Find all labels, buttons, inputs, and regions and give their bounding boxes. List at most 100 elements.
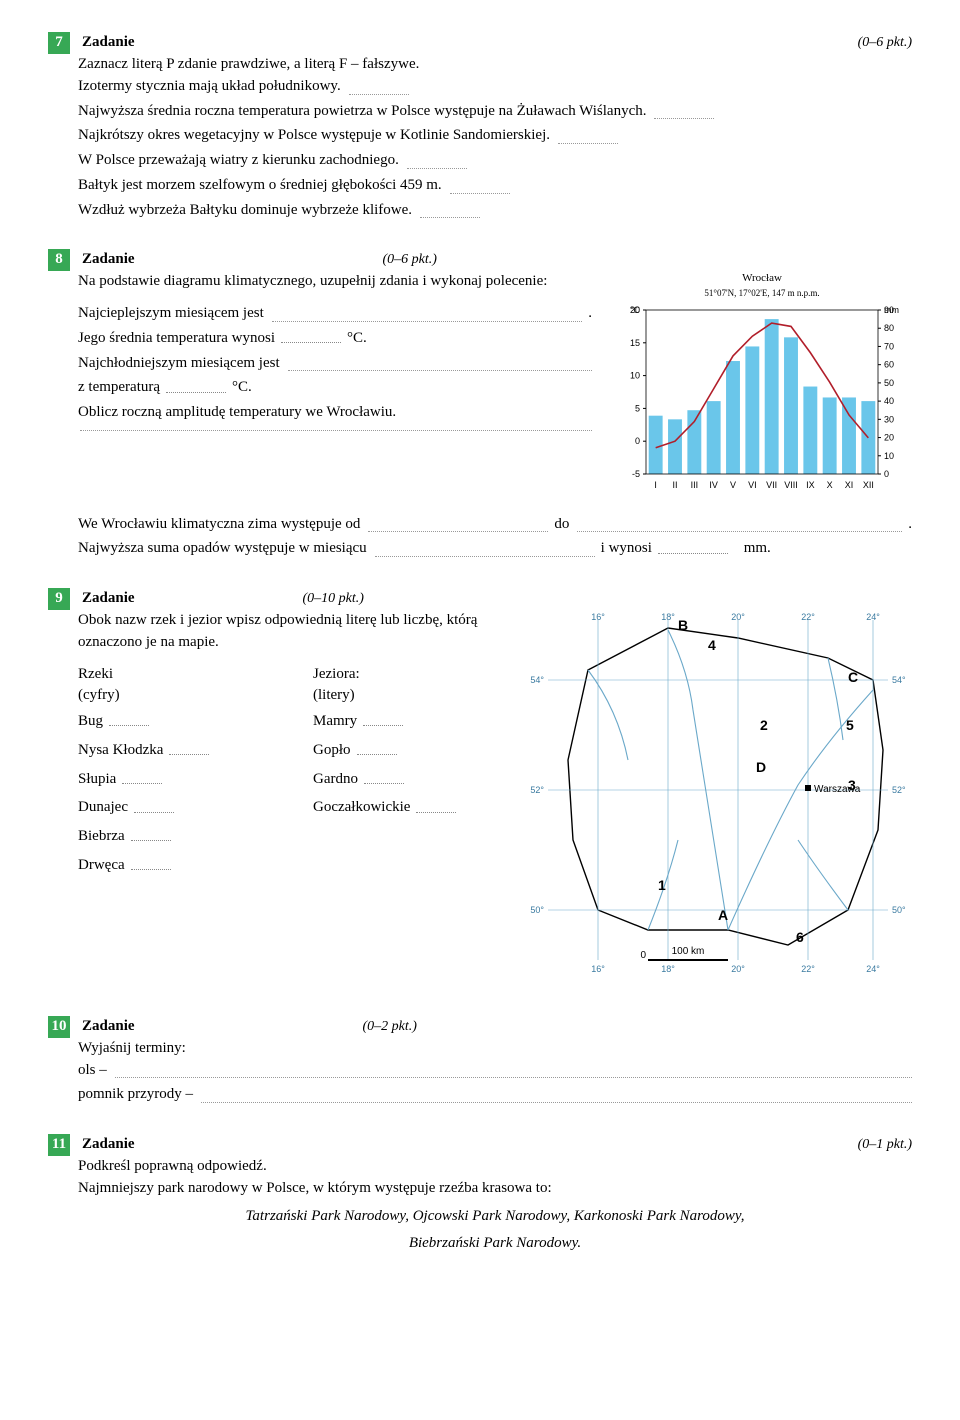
blank[interactable] <box>375 538 595 557</box>
svg-text:C: C <box>848 669 858 685</box>
blank[interactable] <box>450 175 510 194</box>
svg-text:A: A <box>718 907 728 923</box>
blank[interactable] <box>115 1060 912 1079</box>
svg-text:30: 30 <box>884 415 894 425</box>
svg-text:16°: 16° <box>591 964 605 974</box>
blank[interactable] <box>416 797 456 812</box>
blank[interactable] <box>368 514 548 533</box>
svg-text:XII: XII <box>863 480 874 490</box>
task-10-body: Wyjaśnij terminy: ols –pomnik przyrody – <box>78 1038 912 1106</box>
task-8-left: Na podstawie diagramu klimatycznego, uzu… <box>78 271 592 499</box>
svg-text:1: 1 <box>658 877 666 893</box>
blank[interactable] <box>281 328 341 343</box>
blank[interactable] <box>407 150 467 169</box>
svg-text:B: B <box>678 617 688 633</box>
blank[interactable] <box>122 769 162 784</box>
blank[interactable] <box>654 101 714 120</box>
blank[interactable] <box>80 430 592 431</box>
task-11: 11 Zadanie (0–1 pkt.) Podkreśl poprawną … <box>48 1134 912 1255</box>
task-11-body: Podkreśl poprawną odpowiedź. Najmniejszy… <box>78 1156 912 1255</box>
svg-text:18°: 18° <box>661 964 675 974</box>
task-7-number: 7 <box>48 32 70 54</box>
poland-map-svg: 16°16°18°18°20°20°22°22°24°24°54°54°52°5… <box>528 610 908 980</box>
task-7-body: Zaznacz literą P zdanie prawdziwe, a lit… <box>78 54 912 221</box>
task-11-options2: Biebrzański Park Narodowy. <box>78 1233 912 1255</box>
svg-text:V: V <box>730 480 736 490</box>
task-10-instruction: Wyjaśnij terminy: <box>78 1038 912 1060</box>
river-lake-row: DunajecGoczałkowickie <box>78 797 508 822</box>
task-9-body: Obok nazw rzek i jezior wpisz odpowiedni… <box>78 610 912 988</box>
fill-line: Jego średnia temperatura wynosi°C. <box>78 328 592 350</box>
blank[interactable] <box>166 377 226 392</box>
svg-text:4: 4 <box>708 637 716 653</box>
svg-text:-5: -5 <box>632 469 640 479</box>
task-11-number: 11 <box>48 1134 70 1156</box>
svg-text:50: 50 <box>884 378 894 388</box>
task-10-head: 10 Zadanie (0–2 pkt.) <box>48 1016 912 1038</box>
blank[interactable] <box>131 826 171 841</box>
svg-text:40: 40 <box>884 396 894 406</box>
blank[interactable] <box>420 200 480 219</box>
blank[interactable] <box>272 303 582 322</box>
blank[interactable] <box>658 538 728 553</box>
term-line: pomnik przyrody – <box>78 1084 912 1106</box>
task-8-head: 8 Zadanie (0–6 pkt.) <box>48 249 912 271</box>
task-7-title: Zadanie <box>82 32 135 54</box>
task-11-title: Zadanie <box>82 1134 135 1156</box>
task-10: 10 Zadanie (0–2 pkt.) Wyjaśnij terminy: … <box>48 1016 912 1106</box>
svg-text:20°: 20° <box>731 612 745 622</box>
svg-text:50°: 50° <box>892 905 906 915</box>
task-9: 9 Zadanie (0–10 pkt.) Obok nazw rzek i j… <box>48 588 912 988</box>
svg-text:20°: 20° <box>731 964 745 974</box>
river-lake-row: Nysa KłodzkaGopło <box>78 740 508 765</box>
svg-text:3: 3 <box>848 777 856 793</box>
river-lake-row: BugMamry <box>78 711 508 736</box>
blank[interactable] <box>363 711 403 726</box>
task-11-points: (0–1 pkt.) <box>858 1135 912 1155</box>
svg-text:5: 5 <box>846 717 854 733</box>
svg-text:XI: XI <box>845 480 854 490</box>
svg-text:54°: 54° <box>530 675 544 685</box>
svg-text:°C: °C <box>630 305 641 315</box>
tf-statement: W Polsce przeważają wiatry z kierunku za… <box>78 150 912 172</box>
task-10-number: 10 <box>48 1016 70 1038</box>
fill-line <box>78 430 592 434</box>
svg-text:II: II <box>672 480 677 490</box>
blank[interactable] <box>364 769 404 784</box>
blank[interactable] <box>349 76 409 95</box>
blank[interactable] <box>109 711 149 726</box>
fill-line: Najcieplejszym miesiącem jest. <box>78 303 592 325</box>
svg-text:22°: 22° <box>801 612 815 622</box>
term-line: ols – <box>78 1060 912 1082</box>
fill-line: Najchłodniejszym miesiącem jest <box>78 353 592 375</box>
blank[interactable] <box>201 1084 912 1103</box>
task-8-below: We Wrocławiu klimatyczna zima występuje … <box>78 514 912 561</box>
chart-subtitle: 51°07'N, 17°02'E, 147 m n.p.m. <box>612 287 912 300</box>
tf-statement: Najwyższa średnia roczna temperatura pow… <box>78 101 912 123</box>
task-11-head: 11 Zadanie (0–1 pkt.) <box>48 1134 912 1156</box>
blank[interactable] <box>357 740 397 755</box>
task-9-instruction: Obok nazw rzek i jezior wpisz odpowiedni… <box>78 610 508 654</box>
svg-text:6: 6 <box>796 929 804 945</box>
blank[interactable] <box>131 855 171 870</box>
blank[interactable] <box>288 353 592 372</box>
tf-statement: Wzdłuż wybrzeża Bałtyku dominuje wybrzeż… <box>78 200 912 222</box>
blank[interactable] <box>169 740 209 755</box>
blank[interactable] <box>558 125 618 144</box>
blank[interactable] <box>134 797 174 812</box>
svg-text:60: 60 <box>884 360 894 370</box>
svg-text:D: D <box>756 759 766 775</box>
task-7-head: 7 Zadanie (0–6 pkt.) <box>48 32 912 54</box>
task-9-number: 9 <box>48 588 70 610</box>
svg-text:mm: mm <box>884 305 899 315</box>
poland-map: 16°16°18°18°20°20°22°22°24°24°54°54°52°5… <box>528 610 908 988</box>
climograph-svg: -505101520°C0102030405060708090mmIIIIIII… <box>612 304 912 494</box>
svg-text:0: 0 <box>640 950 646 961</box>
river-lake-row: Drwęca <box>78 855 508 880</box>
svg-text:18°: 18° <box>661 612 675 622</box>
blank[interactable] <box>577 514 902 533</box>
svg-text:VI: VI <box>748 480 757 490</box>
svg-text:80: 80 <box>884 323 894 333</box>
svg-text:0: 0 <box>635 436 640 446</box>
svg-text:10: 10 <box>884 451 894 461</box>
